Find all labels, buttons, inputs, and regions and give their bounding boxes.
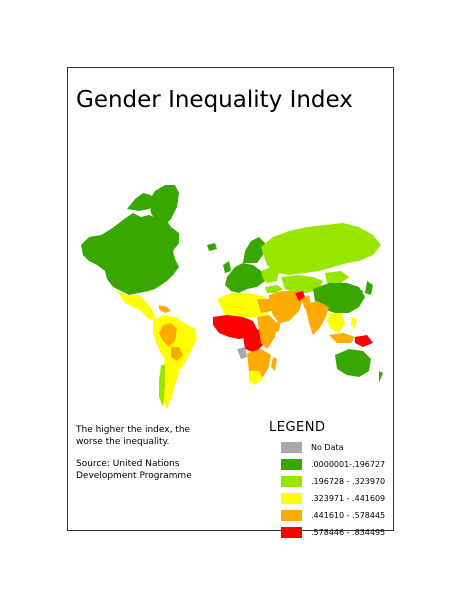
region-central-america xyxy=(117,291,157,321)
region-uk xyxy=(223,261,231,273)
region-indonesia xyxy=(329,333,355,343)
legend-label: .196728 - .323970 xyxy=(311,476,386,486)
region-greenland xyxy=(149,185,179,227)
legend-label: .323971 - .441609 xyxy=(311,493,386,503)
region-madagascar xyxy=(271,357,277,371)
legend-swatch xyxy=(281,458,302,470)
source-line-2: Development Programme xyxy=(76,470,192,481)
region-south-africa xyxy=(249,371,263,385)
legend-item-no-data: No Data xyxy=(281,440,344,454)
legend-swatch xyxy=(281,475,302,487)
legend-label: .578446 - .834495 xyxy=(311,527,386,537)
note-line-1: The higher the index, the xyxy=(76,425,191,435)
region-new-zealand xyxy=(379,371,383,383)
region-caribbean xyxy=(159,305,171,313)
region-korea xyxy=(359,289,363,297)
region-central-asia xyxy=(281,275,323,293)
legend-swatch xyxy=(281,441,302,453)
region-west-africa xyxy=(213,315,257,339)
region-north-america xyxy=(81,213,179,295)
legend-swatch xyxy=(281,492,302,504)
legend-item-class-4: .441610 - .578445 xyxy=(281,508,385,522)
legend-label: .441610 - .578445 xyxy=(311,510,386,520)
region-horn-of-africa xyxy=(273,321,281,333)
region-egypt xyxy=(257,299,271,313)
legend-title: LEGEND xyxy=(269,420,326,435)
region-japan xyxy=(365,281,373,295)
region-png xyxy=(355,335,373,347)
region-philippines xyxy=(351,317,357,329)
region-south-america-bolivia xyxy=(171,347,183,361)
source-line-1: Source: United Nations xyxy=(76,459,180,469)
legend-label: No Data xyxy=(311,442,344,452)
region-arctic-islands xyxy=(127,193,155,211)
region-south-america-south xyxy=(163,359,179,409)
region-south-america-peru xyxy=(159,323,177,347)
map-title: Gender Inequality Index xyxy=(76,87,353,113)
region-mongolia xyxy=(325,271,349,283)
legend-item-class-2: .196728 - .323970 xyxy=(281,474,385,488)
map-notes: The higher the index, the worse the ineq… xyxy=(76,425,226,482)
region-turkey xyxy=(265,285,283,293)
legend-item-class-5: .578446 - .834495 xyxy=(281,525,385,539)
region-australia xyxy=(335,349,371,377)
legend-swatch xyxy=(281,509,302,521)
region-south-asia xyxy=(305,301,329,335)
legend-label: .0000001-.196727 xyxy=(311,459,386,469)
world-map xyxy=(81,185,383,409)
legend-item-class-3: .323971 - .441609 xyxy=(281,491,385,505)
region-southeast-asia xyxy=(327,313,345,333)
region-east-africa xyxy=(257,315,277,349)
region-no-data-africa xyxy=(237,347,247,359)
region-chile xyxy=(159,365,165,407)
region-central-africa xyxy=(243,329,265,353)
region-iceland xyxy=(207,243,217,251)
note-line-2: worse the inequality. xyxy=(76,436,170,447)
legend-swatch xyxy=(281,526,302,538)
legend-item-class-1: .0000001-.196727 xyxy=(281,457,385,471)
region-europe-west xyxy=(225,263,265,293)
region-russia xyxy=(261,223,381,275)
region-scandinavia xyxy=(243,237,265,263)
